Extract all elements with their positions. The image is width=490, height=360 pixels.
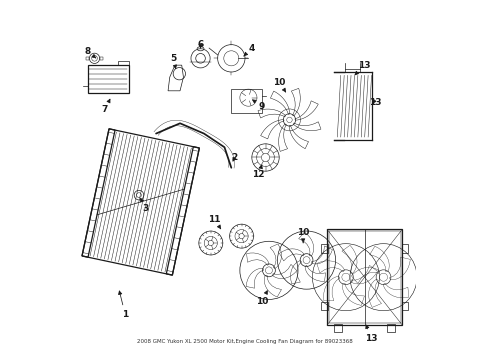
Bar — [88, 65, 129, 93]
Text: 8: 8 — [85, 47, 96, 58]
Text: 7: 7 — [101, 99, 110, 114]
Text: 6: 6 — [197, 40, 204, 49]
Text: 13: 13 — [365, 325, 378, 343]
Text: 4: 4 — [244, 44, 255, 56]
Bar — [402, 302, 409, 310]
Text: 11: 11 — [208, 215, 220, 229]
Bar — [231, 89, 262, 113]
Text: 13: 13 — [368, 98, 381, 107]
Text: 5: 5 — [170, 54, 176, 69]
Bar — [86, 57, 89, 60]
Text: 3: 3 — [141, 198, 149, 213]
Bar — [321, 244, 328, 253]
Bar — [99, 57, 103, 60]
Text: 2008 GMC Yukon XL 2500 Motor Kit,Engine Cooling Fan Diagram for 89023368: 2008 GMC Yukon XL 2500 Motor Kit,Engine … — [137, 339, 353, 344]
Bar — [402, 244, 409, 253]
Text: 10: 10 — [256, 291, 269, 306]
Bar — [321, 302, 328, 310]
Bar — [327, 229, 402, 325]
Text: 1: 1 — [119, 291, 128, 319]
Bar — [119, 61, 129, 65]
Bar — [387, 324, 395, 332]
Bar — [329, 231, 401, 323]
Text: 10: 10 — [273, 78, 286, 92]
Bar — [334, 324, 343, 332]
Text: 9: 9 — [252, 100, 265, 111]
Text: 12: 12 — [252, 165, 265, 179]
Text: 2: 2 — [232, 153, 238, 162]
Text: 13: 13 — [355, 60, 371, 75]
Text: 10: 10 — [297, 228, 309, 243]
